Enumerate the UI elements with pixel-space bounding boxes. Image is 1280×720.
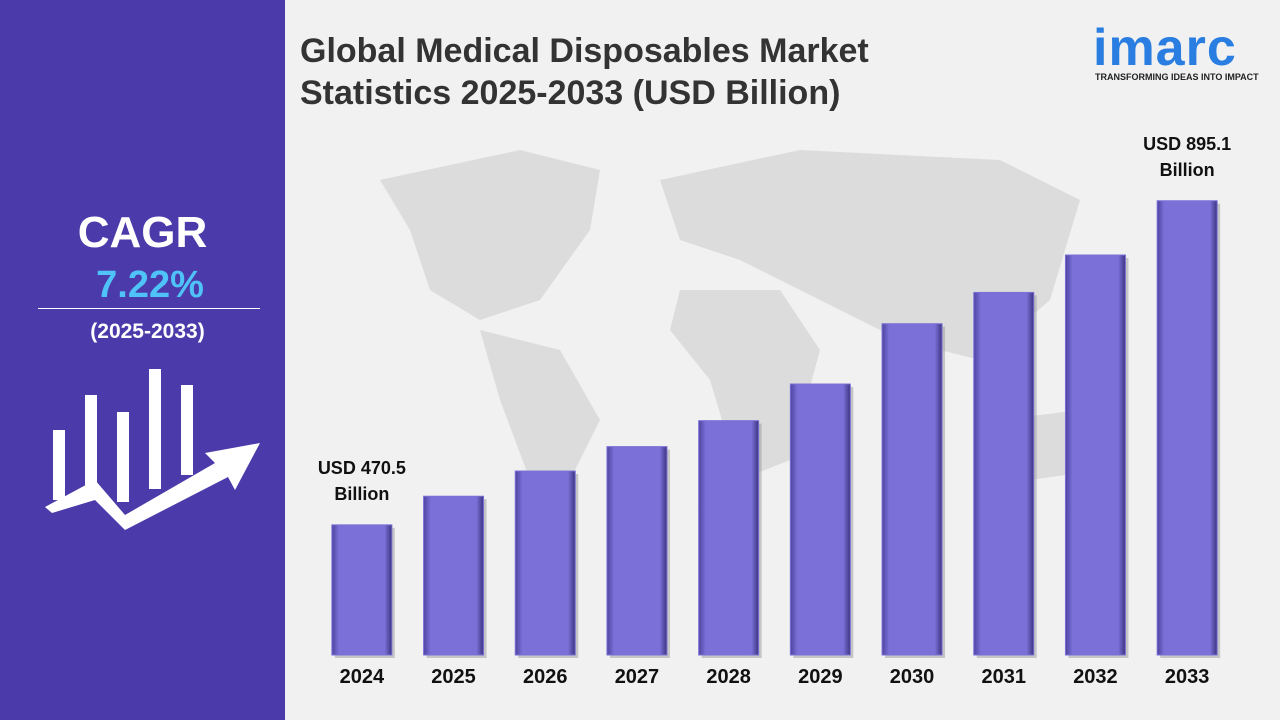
chart-title: Global Medical Disposables Market Statis…	[300, 32, 869, 112]
x-tick-label: 2024	[340, 666, 385, 688]
sidebar: CAGR 7.22% (2025-2033)	[0, 0, 285, 720]
x-tick-label: 2032	[1073, 666, 1118, 688]
growth-icon	[45, 369, 260, 530]
divider	[38, 308, 260, 309]
logo-tagline: TRANSFORMING IDEAS INTO IMPACT	[1095, 72, 1259, 82]
cagr-period: (2025-2033)	[90, 320, 205, 343]
x-tick-label: 2029	[798, 666, 843, 688]
value-label: USD 470.5 Billion	[317, 457, 406, 504]
value-label: USD 895.1 Billion	[1143, 133, 1232, 180]
x-tick-label: 2033	[1165, 666, 1210, 688]
bar	[331, 524, 393, 656]
bar	[789, 383, 851, 656]
bar	[881, 323, 943, 656]
cagr-value: 7.22%	[96, 264, 204, 306]
bar	[606, 446, 668, 656]
x-tick-label: 2026	[523, 666, 568, 688]
bar	[698, 420, 760, 656]
x-tick-label: 2025	[431, 666, 476, 688]
bar	[514, 470, 576, 656]
x-tick-label: 2031	[982, 666, 1027, 688]
x-tick-label: 2028	[706, 666, 751, 688]
bar	[1156, 200, 1218, 656]
bar	[1064, 254, 1126, 656]
bar	[973, 291, 1035, 656]
bar	[423, 495, 485, 656]
x-tick-label: 2027	[615, 666, 660, 688]
logo: imarc	[1093, 19, 1237, 77]
cagr-label: CAGR	[77, 208, 208, 257]
x-tick-label: 2030	[890, 666, 935, 688]
